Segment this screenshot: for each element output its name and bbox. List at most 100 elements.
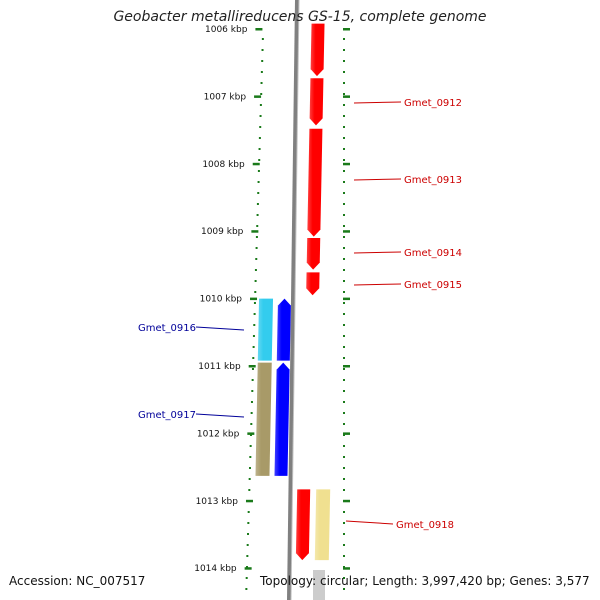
tick-dot bbox=[247, 533, 250, 535]
ruler-tick-label: 1008 kbp bbox=[202, 160, 245, 170]
tick-dot bbox=[343, 445, 345, 447]
tick-dot bbox=[343, 379, 345, 381]
tick-dot bbox=[343, 522, 345, 524]
tick-dot bbox=[253, 324, 256, 326]
tick-dot bbox=[255, 258, 258, 260]
tick-dot bbox=[251, 379, 254, 381]
tick-dot bbox=[253, 313, 256, 315]
tick-dot bbox=[343, 544, 345, 546]
ruler-tick-right bbox=[343, 499, 350, 503]
tick-dot bbox=[261, 38, 264, 40]
gene-label: Gmet_0916 bbox=[138, 323, 196, 334]
tick-dot bbox=[343, 577, 345, 579]
tick-dot bbox=[259, 126, 262, 128]
gene-label: Gmet_0918 bbox=[396, 520, 454, 531]
ruler-tick-label: 1013 kbp bbox=[196, 497, 239, 507]
tick-dot bbox=[248, 467, 251, 469]
tick-dot bbox=[343, 478, 345, 480]
tick-dot bbox=[258, 137, 261, 139]
tick-dot bbox=[245, 588, 248, 590]
tick-dot bbox=[343, 511, 345, 513]
tick-dot bbox=[343, 258, 345, 260]
tick-dots bbox=[245, 38, 345, 590]
tick-dot bbox=[249, 456, 252, 458]
tick-dot bbox=[250, 401, 253, 403]
tick-dot bbox=[258, 148, 261, 150]
cds-feature bbox=[314, 489, 331, 561]
gene-feature bbox=[295, 489, 311, 561]
tick-dot bbox=[261, 60, 264, 62]
ruler-tick-label: 1012 kbp bbox=[197, 429, 240, 439]
gene-label-leader bbox=[353, 178, 402, 181]
tick-dot bbox=[343, 456, 345, 458]
backbone-segment bbox=[313, 570, 325, 600]
tick-dot bbox=[256, 225, 259, 227]
gene-label-leader bbox=[195, 326, 245, 331]
tick-dot bbox=[259, 104, 262, 106]
gene-label: Gmet_0913 bbox=[404, 175, 462, 186]
tick-dot bbox=[343, 71, 345, 73]
gene-feature bbox=[310, 23, 325, 77]
gene-feature bbox=[306, 272, 320, 296]
tick-dot bbox=[253, 302, 256, 304]
ruler-tick-label: 1006 kbp bbox=[205, 25, 248, 35]
ruler-tick-left bbox=[247, 432, 255, 435]
gene-feature bbox=[274, 362, 290, 476]
tick-dot bbox=[254, 269, 257, 271]
tick-dot bbox=[343, 148, 345, 150]
tick-dot bbox=[343, 93, 345, 95]
tick-dot bbox=[343, 137, 345, 139]
gene-layer bbox=[274, 23, 325, 561]
tick-dot bbox=[249, 445, 252, 447]
tick-dot bbox=[343, 412, 345, 414]
tick-dot bbox=[343, 236, 345, 238]
tick-dot bbox=[256, 203, 259, 205]
ruler-tick-right bbox=[343, 230, 350, 233]
tick-dot bbox=[343, 192, 345, 194]
tick-dot bbox=[260, 93, 263, 95]
ruler-tick-left bbox=[252, 162, 260, 166]
tick-dot bbox=[255, 236, 258, 238]
tick-dot bbox=[343, 291, 345, 293]
ruler-tick-right bbox=[343, 567, 350, 570]
backbone-highlight bbox=[290, 0, 300, 600]
tick-dot bbox=[254, 280, 257, 282]
tick-dot bbox=[343, 313, 345, 315]
tick-dot bbox=[252, 357, 255, 359]
tick-dot bbox=[343, 390, 345, 392]
ruler-tick-left bbox=[250, 297, 258, 301]
ruler-tick-right bbox=[343, 432, 350, 435]
tick-dot bbox=[343, 82, 345, 84]
tick-dot bbox=[259, 115, 262, 117]
tick-dot bbox=[343, 181, 345, 183]
cds-layer bbox=[255, 298, 331, 561]
tick-dot bbox=[343, 324, 345, 326]
tick-dot bbox=[250, 423, 253, 425]
tick-dot bbox=[343, 126, 345, 128]
ruler-tick-label: 1009 kbp bbox=[201, 227, 244, 237]
ruler-tick-label: 1010 kbp bbox=[200, 295, 243, 305]
tick-dot bbox=[343, 214, 345, 216]
gene-label-leader bbox=[353, 283, 402, 286]
ruler-tick-left bbox=[244, 567, 252, 570]
tick-dot bbox=[343, 170, 345, 172]
tick-dot bbox=[249, 434, 252, 436]
gene-feature bbox=[307, 128, 323, 237]
tick-dot bbox=[245, 577, 248, 579]
ruler-tick-left bbox=[251, 230, 259, 233]
ruler-tick-right bbox=[343, 297, 350, 301]
tick-dot bbox=[343, 533, 345, 535]
gene-label: Gmet_0912 bbox=[404, 98, 462, 109]
tick-dot bbox=[343, 346, 345, 348]
tick-dot bbox=[343, 280, 345, 282]
tick-dot bbox=[254, 291, 257, 293]
tick-dot bbox=[248, 489, 251, 491]
gene-label: Gmet_0914 bbox=[404, 248, 462, 259]
ruler-tick-left bbox=[255, 28, 263, 31]
backbone-line bbox=[287, 0, 299, 600]
tick-dot bbox=[343, 49, 345, 51]
tick-dot bbox=[250, 412, 253, 414]
tick-dot bbox=[343, 467, 345, 469]
